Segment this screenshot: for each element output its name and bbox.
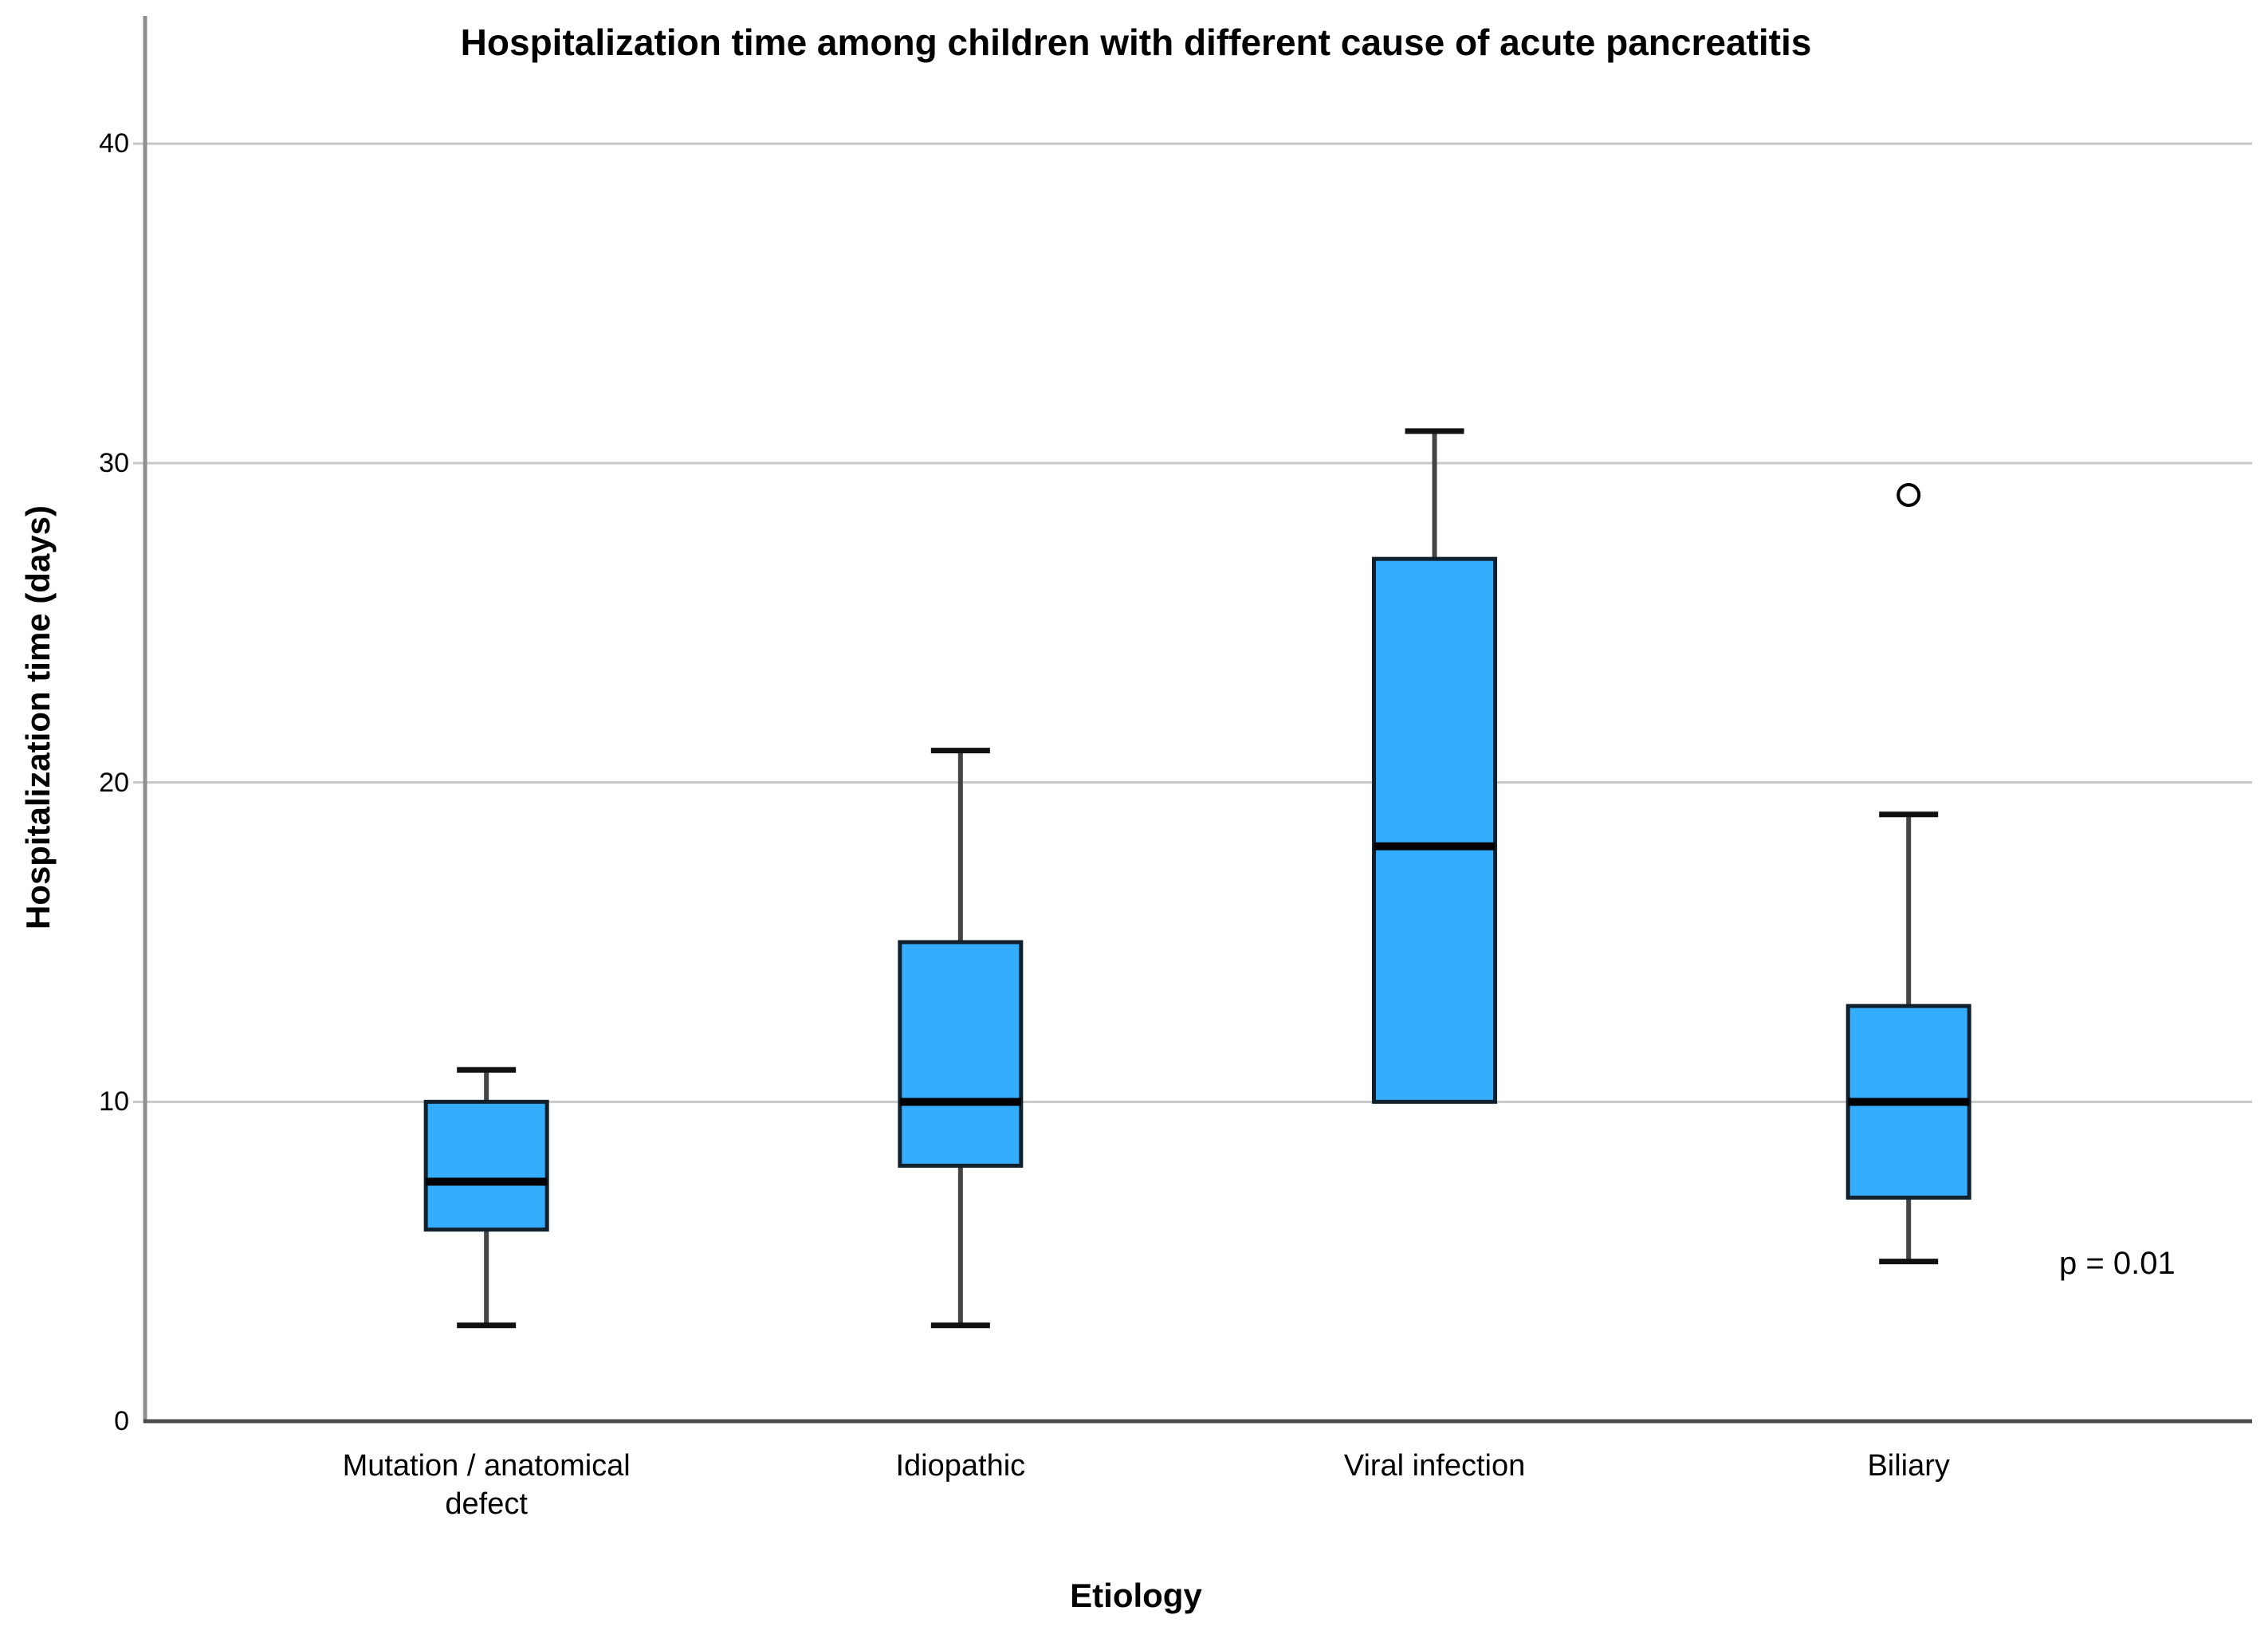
x-axis-title: Etiology [1070, 1577, 1202, 1614]
ytick-label-40: 40 [99, 128, 129, 159]
chart-title: Hospitalization time among children with… [460, 22, 1812, 63]
category-label-0: Mutation / anatomical defect [342, 1449, 631, 1521]
ytick-label-10: 10 [99, 1086, 129, 1118]
p-value-annotation: p = 0.01 [2059, 1245, 2176, 1281]
box-2 [1372, 556, 1498, 1104]
ytick-label-0: 0 [114, 1406, 129, 1436]
category-label-1: Idiopathic [895, 1449, 1026, 1483]
y-axis-title: Hospitalization time (days) [19, 505, 57, 930]
category-label-2: Viral infection [1343, 1449, 1526, 1483]
ytick-label-30: 30 [99, 447, 129, 478]
ytick-label-20: 20 [99, 767, 129, 798]
category-label-3: Biliary [1867, 1449, 1950, 1483]
outlier-point-3-0 [1897, 483, 1921, 508]
box-0 [423, 1099, 549, 1232]
box-1 [898, 940, 1024, 1168]
